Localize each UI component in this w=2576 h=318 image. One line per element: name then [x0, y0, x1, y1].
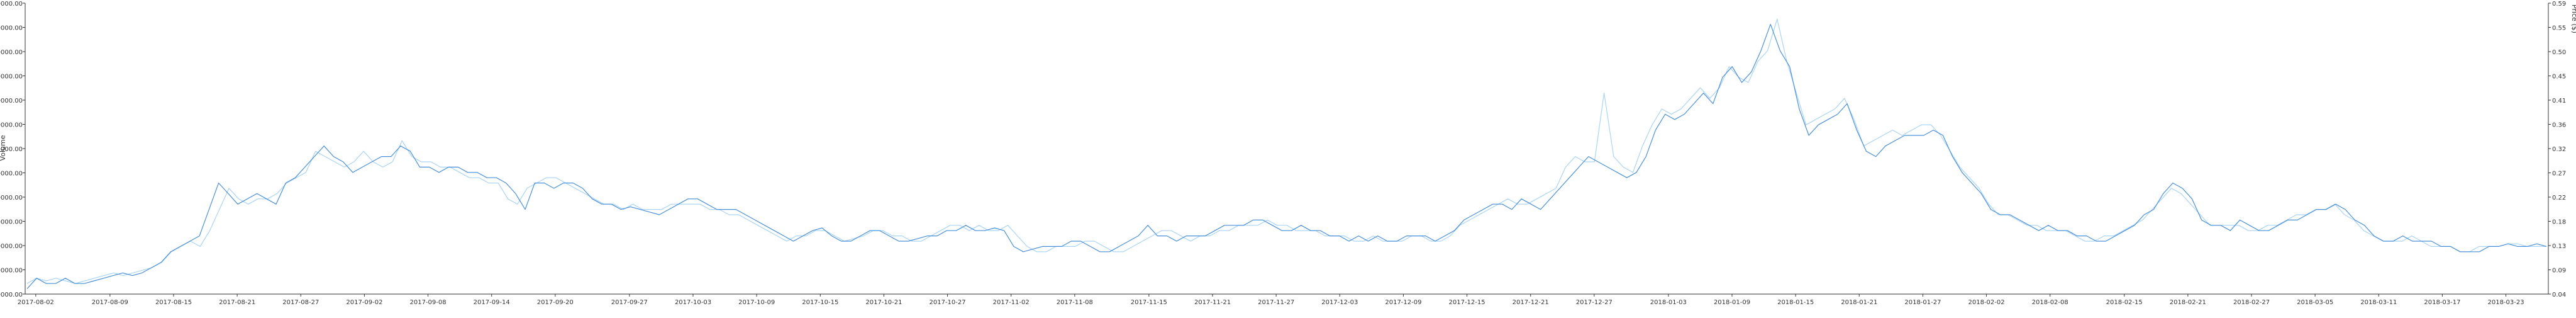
- right-tick-label: 0.36: [2552, 122, 2566, 129]
- right-axis-label: Price ($): [2570, 4, 2576, 33]
- series-layer: [26, 18, 2547, 290]
- left-tick-label: 69200000.00: [0, 49, 23, 56]
- x-tick-label: 2018-03-23: [2488, 299, 2524, 306]
- left-tick-label: 82000000.00: [0, 1, 23, 8]
- right-tick-label: 0.41: [2552, 98, 2566, 105]
- x-tick-label: 2018-01-21: [1841, 299, 1877, 306]
- x-tick-label: 2017-12-03: [1321, 299, 1358, 306]
- series-line: [26, 23, 2547, 290]
- x-tick-label: 2017-08-21: [219, 299, 255, 306]
- left-tick-label: 56400000.00: [0, 98, 23, 105]
- x-tick-label: 2018-02-27: [2233, 299, 2270, 306]
- right-tick-label: 0.04: [2552, 292, 2566, 298]
- right-tick-label: 0.50: [2552, 49, 2566, 56]
- left-tick-label: 75600000.00: [0, 25, 23, 32]
- right-tick-label: 0.45: [2552, 74, 2566, 81]
- x-tick-label: 2017-09-27: [611, 299, 648, 306]
- x-tick-label: 2018-02-21: [2170, 299, 2206, 306]
- x-tick-label: 2018-03-05: [2297, 299, 2333, 306]
- x-tick-label: 2017-08-02: [18, 299, 54, 306]
- x-tick-label: 2017-10-21: [865, 299, 902, 306]
- x-tick-label: 2017-11-02: [993, 299, 1030, 306]
- left-tick-label: 62800000.00: [0, 74, 23, 81]
- axes: 82000000.00 75600000.00 69200000.00 6280000…: [0, 1, 2566, 306]
- x-tick-label: 2018-02-02: [1968, 299, 2005, 306]
- x-tick-label: 2018-01-27: [1904, 299, 1941, 306]
- right-tick-label: 0.55: [2552, 25, 2566, 32]
- x-tick-label: 2017-12-09: [1385, 299, 1421, 306]
- x-tick-label: 2017-09-14: [474, 299, 510, 306]
- left-tick-label: 43500000.00: [0, 146, 23, 153]
- x-tick-label: 2017-08-15: [155, 299, 192, 306]
- x-tick-label: 2017-11-21: [1194, 299, 1231, 306]
- x-tick-label: 2017-10-15: [802, 299, 838, 306]
- x-tick-label: 2017-12-21: [1513, 299, 1549, 306]
- x-tick-label: 2017-12-15: [1449, 299, 1485, 306]
- x-tick-label: 2017-09-02: [346, 299, 382, 306]
- right-tick-label: 0.09: [2552, 268, 2566, 275]
- left-tick-label: 24300000.00: [0, 219, 23, 226]
- x-tick-label: 2017-08-09: [92, 299, 128, 306]
- x-tick-label: 2017-10-27: [930, 299, 966, 306]
- x-tick-label: 2017-10-09: [738, 299, 775, 306]
- x-tick-label: 2018-03-17: [2424, 299, 2460, 306]
- left-tick-label: 50000000.00: [0, 122, 23, 129]
- x-tick-label: 2017-11-08: [1057, 299, 1093, 306]
- x-tick-label: 2017-09-08: [410, 299, 447, 306]
- x-tick-label: 2018-02-15: [2106, 299, 2143, 306]
- left-tick-label: 30700000.00: [0, 195, 23, 202]
- left-tick-label: 11500000.00: [0, 268, 23, 275]
- right-tick-label: 0.22: [2552, 195, 2566, 202]
- x-tick-label: 2018-03-11: [2360, 299, 2397, 306]
- right-tick-label: 0.32: [2552, 146, 2566, 153]
- left-axis-label: Volume: [0, 135, 7, 161]
- x-tick-label: 2018-02-08: [2032, 299, 2068, 306]
- right-tick-label: 0.59: [2552, 1, 2566, 8]
- x-tick-label: 2018-01-09: [1714, 299, 1750, 306]
- left-tick-label: 5000000.00: [0, 292, 23, 298]
- x-tick-label: 2017-12-27: [1576, 299, 1613, 306]
- left-tick-label: 37100000.00: [0, 171, 23, 178]
- x-tick-label: 2018-01-15: [1777, 299, 1814, 306]
- right-tick-label: 0.13: [2552, 243, 2566, 250]
- x-tick-label: 2017-10-03: [675, 299, 711, 306]
- x-tick-label: 2017-11-15: [1131, 299, 1167, 306]
- x-tick-label: 2017-11-27: [1258, 299, 1294, 306]
- right-tick-label: 0.18: [2552, 219, 2566, 226]
- right-tick-label: 0.27: [2552, 171, 2566, 178]
- x-tick-label: 2017-08-27: [282, 299, 319, 306]
- left-tick-label: 17900000.00: [0, 243, 23, 250]
- x-tick-label: 2017-09-20: [537, 299, 574, 306]
- series-line: [26, 18, 2546, 284]
- x-tick-label: 2018-01-03: [1650, 299, 1687, 306]
